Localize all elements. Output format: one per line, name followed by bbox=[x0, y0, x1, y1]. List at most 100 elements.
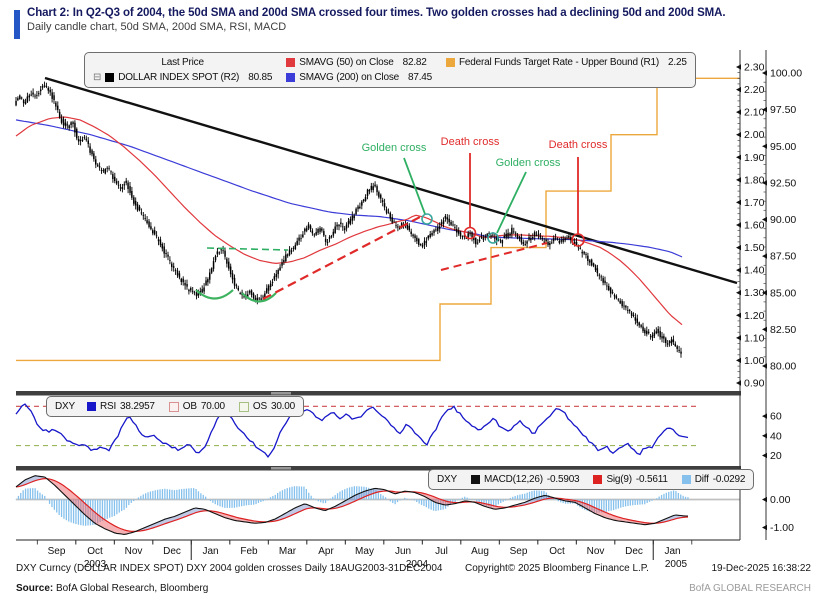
svg-text:2005: 2005 bbox=[665, 559, 688, 570]
macd-ticker: DXY bbox=[437, 474, 457, 485]
footer-source-label: Source: bbox=[16, 583, 54, 594]
svg-text:95.00: 95.00 bbox=[770, 141, 796, 153]
main-legend[interactable]: Last Price ⊟ DOLLAR INDEX SPOT (R2) 80.8… bbox=[84, 52, 696, 88]
downtrend-line bbox=[44, 76, 738, 285]
footer-instrument: DXY Curncy (DOLLAR INDEX SPOT) DXY 2004 … bbox=[16, 563, 443, 574]
svg-text:1.70: 1.70 bbox=[744, 197, 765, 209]
sma50-value: 82.82 bbox=[402, 57, 427, 68]
fed-funds-line bbox=[16, 77, 740, 362]
svg-text:Nov: Nov bbox=[587, 546, 605, 557]
page-title: Chart 2: In Q2-Q3 of 2004, the 50d SMA a… bbox=[27, 7, 726, 19]
macd-shading bbox=[556, 498, 657, 525]
svg-text:Oct: Oct bbox=[549, 546, 565, 557]
panel-divider-1[interactable] bbox=[16, 391, 741, 396]
support-dashed-2 bbox=[440, 242, 548, 271]
death-cross-marker-2 bbox=[463, 226, 477, 240]
footer-timestamp: 19-Dec-2025 16:38:22 bbox=[711, 563, 811, 574]
dollar-index-label: DOLLAR INDEX SPOT (R2) bbox=[118, 72, 240, 83]
dollar-index-chip bbox=[105, 73, 115, 82]
neckline-dashed bbox=[206, 247, 289, 251]
macd-label: MACD(12,26) bbox=[483, 474, 543, 485]
fed-funds-value: 2.25 bbox=[668, 57, 687, 68]
oversold-chip bbox=[238, 401, 249, 412]
signal-chip bbox=[593, 475, 603, 484]
svg-text:2004: 2004 bbox=[406, 559, 429, 570]
overbought-label: OB bbox=[182, 401, 197, 412]
golden-cross-annotation-1: Golden cross bbox=[361, 142, 427, 154]
death-cross-annotation-2: Death cross bbox=[548, 139, 608, 151]
page-subtitle: Daily candle chart, 50d SMA, 200d SMA, R… bbox=[27, 21, 287, 33]
macd-legend[interactable]: DXY MACD(12,26) -0.5903 Sig(9) -0.5611 D… bbox=[428, 469, 755, 490]
fed-funds-chip bbox=[446, 58, 456, 67]
macd-shading bbox=[656, 515, 688, 524]
header-accent-bar bbox=[14, 10, 20, 39]
golden-cross-marker-3 bbox=[487, 232, 499, 244]
svg-text:Jun: Jun bbox=[395, 546, 411, 557]
signal-label: Sig(9) bbox=[606, 474, 632, 485]
rsi-ticker: DXY bbox=[55, 401, 75, 412]
sma200-label: SMAVG (200) on Close bbox=[299, 72, 399, 83]
footer-copyright: Copyright© 2025 Bloomberg Finance L.P. bbox=[465, 563, 649, 574]
svg-text:92.50: 92.50 bbox=[770, 177, 796, 189]
svg-text:Aug: Aug bbox=[471, 546, 489, 557]
divider-handle-icon bbox=[271, 392, 291, 395]
panel-divider-2[interactable] bbox=[16, 466, 741, 471]
golden-cross-annotation-2: Golden cross bbox=[495, 157, 561, 169]
sma200-chip bbox=[286, 73, 296, 82]
svg-text:Nov: Nov bbox=[125, 546, 143, 557]
double-bottom-arc-1 bbox=[195, 289, 234, 300]
double-bottom-arc-2 bbox=[241, 292, 277, 303]
svg-text:Jan: Jan bbox=[664, 546, 680, 557]
legend-pin-icon[interactable]: ⊟ bbox=[93, 72, 102, 83]
svg-text:2.00: 2.00 bbox=[744, 129, 765, 141]
svg-text:1.10: 1.10 bbox=[744, 332, 765, 344]
svg-text:2003: 2003 bbox=[84, 559, 107, 570]
chart-header: Chart 2: In Q2-Q3 of 2004, the 50d SMA a… bbox=[14, 7, 810, 39]
x-axis-labels bbox=[36, 540, 693, 560]
rsi-line bbox=[15, 403, 689, 458]
svg-text:1.80: 1.80 bbox=[744, 174, 765, 186]
svg-text:Sep: Sep bbox=[510, 546, 528, 557]
divider-handle-icon bbox=[271, 467, 291, 470]
footer-source-text: BofA Global Research, Bloomberg bbox=[53, 583, 209, 594]
golden-cross-marker-1 bbox=[421, 213, 433, 225]
svg-text:Feb: Feb bbox=[240, 546, 258, 557]
macd-line bbox=[15, 475, 688, 535]
macd-value: -0.5903 bbox=[546, 474, 580, 485]
rsi-chip bbox=[86, 402, 96, 411]
svg-text:87.50: 87.50 bbox=[770, 251, 796, 263]
rsi-label: RSI bbox=[99, 401, 117, 412]
svg-text:1.20: 1.20 bbox=[744, 310, 765, 322]
svg-text:1.90: 1.90 bbox=[744, 152, 765, 164]
svg-text:0.00: 0.00 bbox=[770, 494, 791, 506]
death-cross-marker-4 bbox=[571, 233, 585, 247]
svg-text:Oct: Oct bbox=[87, 546, 103, 557]
dollar-index-value: 80.85 bbox=[248, 72, 273, 83]
rsi-legend[interactable]: DXY RSI 38.2957 OB 70.00 OS 30.00 bbox=[46, 396, 304, 417]
svg-text:1.00: 1.00 bbox=[744, 355, 765, 367]
svg-text:40: 40 bbox=[770, 430, 782, 442]
macd-shading bbox=[508, 495, 556, 508]
svg-text:97.50: 97.50 bbox=[770, 104, 796, 116]
svg-text:1.50: 1.50 bbox=[744, 242, 765, 254]
support-dashed-1 bbox=[262, 216, 421, 300]
svg-text:1.60: 1.60 bbox=[744, 220, 765, 232]
svg-text:1.40: 1.40 bbox=[744, 265, 765, 277]
signal-value: -0.5611 bbox=[635, 474, 668, 485]
svg-text:90.00: 90.00 bbox=[770, 214, 796, 226]
svg-text:100.00: 100.00 bbox=[770, 68, 802, 80]
svg-text:2.30: 2.30 bbox=[744, 62, 765, 74]
macd-shading bbox=[16, 475, 48, 487]
svg-text:Sep: Sep bbox=[48, 546, 66, 557]
candles bbox=[15, 81, 682, 358]
svg-text:85.00: 85.00 bbox=[770, 287, 796, 299]
sma50-label: SMAVG (50) on Close bbox=[299, 57, 394, 68]
sma50-chip bbox=[286, 58, 296, 67]
svg-text:-1.00: -1.00 bbox=[770, 522, 794, 534]
svg-text:80.00: 80.00 bbox=[770, 361, 796, 373]
svg-text:0.90: 0.90 bbox=[744, 378, 765, 390]
fed-funds-label: Federal Funds Target Rate - Upper Bound … bbox=[459, 57, 660, 68]
svg-text:60: 60 bbox=[770, 411, 782, 423]
